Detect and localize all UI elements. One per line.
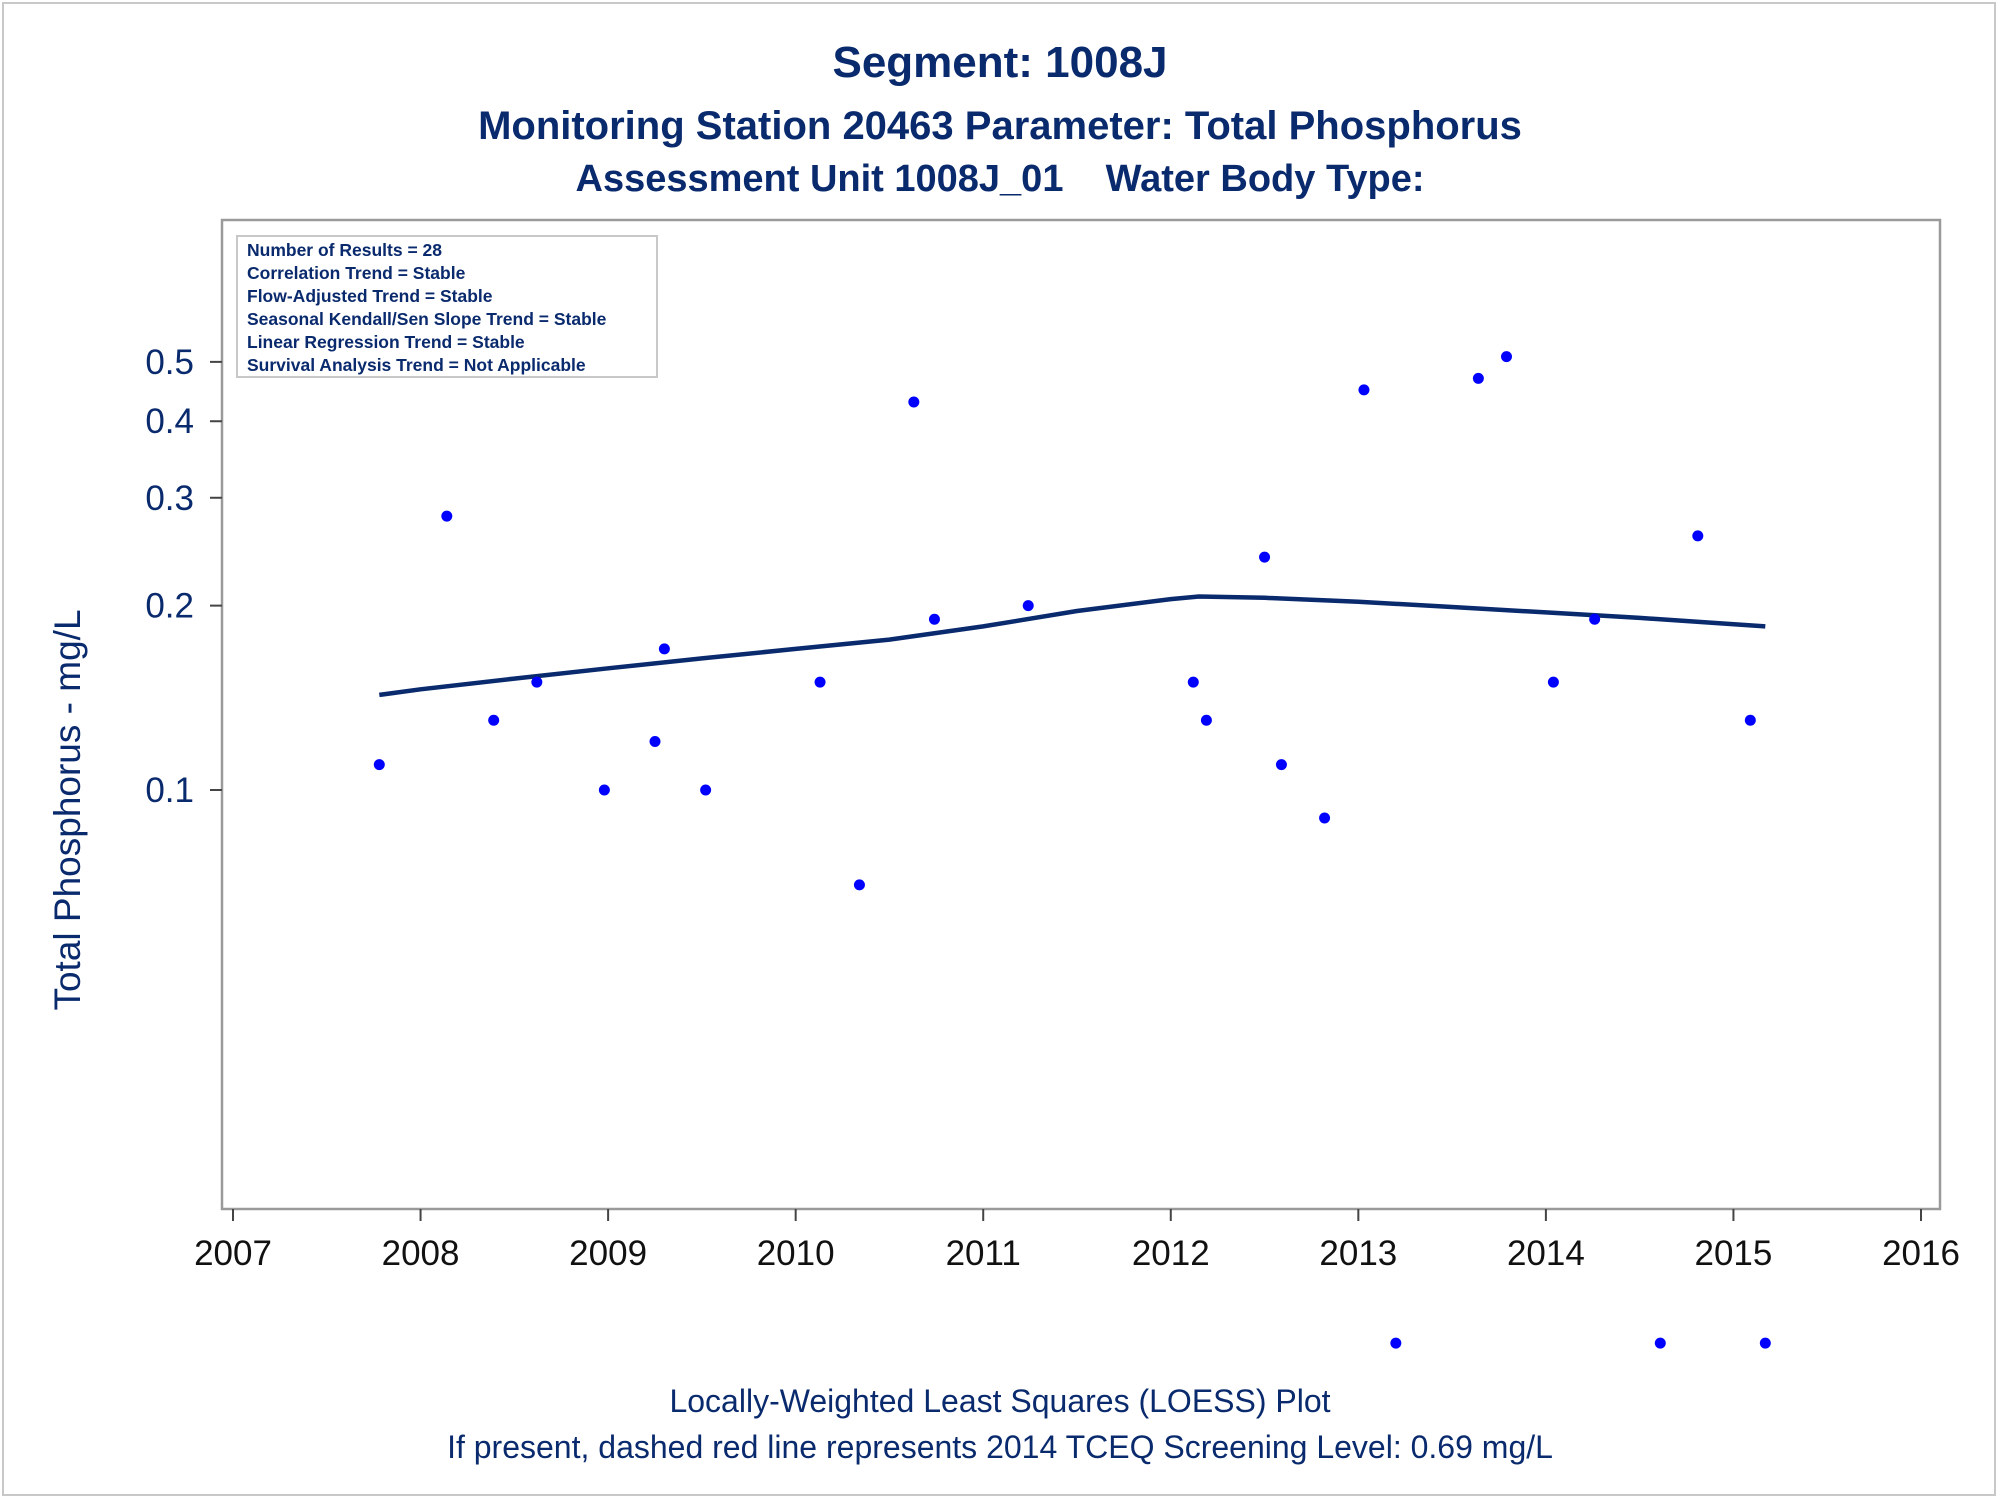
data-point xyxy=(1589,613,1601,625)
data-point xyxy=(1501,351,1513,363)
data-point xyxy=(1275,759,1287,771)
x-tick-label: 2014 xyxy=(1507,1234,1585,1273)
data-point xyxy=(1200,714,1212,726)
plot-area-frame xyxy=(220,218,1942,1211)
data-point xyxy=(1744,714,1756,726)
y-tick-label: 0.1 xyxy=(145,771,194,810)
data-point xyxy=(1187,676,1199,688)
legend-line: Flow-Adjusted Trend = Stable xyxy=(247,286,493,306)
footnote-1: Locally-Weighted Least Squares (LOESS) P… xyxy=(669,1383,1331,1419)
data-point xyxy=(1022,600,1034,612)
x-tick-label: 2013 xyxy=(1319,1234,1397,1273)
x-tick-label: 2015 xyxy=(1695,1234,1773,1273)
x-tick-label: 2016 xyxy=(1882,1234,1960,1273)
y-tick-label: 0.2 xyxy=(145,587,194,626)
legend-line: Number of Results = 28 xyxy=(247,240,442,260)
legend-line: Seasonal Kendall/Sen Slope Trend = Stabl… xyxy=(247,309,607,329)
legend-line: Survival Analysis Trend = Not Applicable xyxy=(247,355,586,375)
data-point xyxy=(488,714,500,726)
data-point xyxy=(908,396,920,408)
x-tick-label: 2008 xyxy=(382,1234,460,1273)
y-tick-label: 0.5 xyxy=(145,343,194,382)
data-point xyxy=(1759,1337,1771,1349)
data-point xyxy=(1692,530,1704,542)
x-tick-label: 2007 xyxy=(194,1234,272,1273)
y-tick-label: 0.3 xyxy=(145,479,194,518)
data-point xyxy=(649,736,661,748)
chart-subtitle-2: Assessment Unit 1008J_01 Water Body Type… xyxy=(575,158,1425,200)
data-point xyxy=(700,784,712,796)
data-point xyxy=(1259,551,1271,563)
loess-line xyxy=(378,594,1766,698)
footnote-2: If present, dashed red line represents 2… xyxy=(447,1429,1553,1465)
x-tick-label: 2011 xyxy=(946,1234,1021,1273)
loess-series xyxy=(378,594,1766,698)
data-point xyxy=(373,759,385,771)
axes: 2007 2008 2009 2010 2011 2012 2013 2014 2015 2016… xyxy=(145,218,1960,1273)
stats-legend-box: Number of Results = 28 Correlation Trend … xyxy=(236,235,658,378)
legend-line: Correlation Trend = Stable xyxy=(247,263,466,283)
legend-line: Linear Regression Trend = Stable xyxy=(247,332,525,352)
data-points xyxy=(373,351,1771,1349)
data-point xyxy=(441,510,453,522)
data-point xyxy=(1472,372,1484,384)
x-tick-label: 2009 xyxy=(569,1234,647,1273)
x-tick-label: 2010 xyxy=(757,1234,835,1273)
chart-subtitle: Monitoring Station 20463 Parameter: Tota… xyxy=(478,104,1522,148)
data-point xyxy=(1390,1337,1402,1349)
data-point xyxy=(531,676,543,688)
data-point xyxy=(853,879,865,891)
data-point xyxy=(928,613,940,625)
y-axis-label: Total Phosphorus - mg/L xyxy=(47,609,88,1010)
x-tick-label: 2012 xyxy=(1132,1234,1210,1273)
data-point xyxy=(1547,676,1559,688)
data-point xyxy=(1358,384,1370,396)
chart-title: Segment: 1008J xyxy=(832,38,1168,87)
y-tick-label: 0.4 xyxy=(145,402,194,441)
legend-frame xyxy=(236,235,658,378)
data-point xyxy=(814,676,826,688)
data-point xyxy=(1319,812,1331,824)
data-point xyxy=(1654,1337,1666,1349)
data-point xyxy=(658,643,670,655)
data-point xyxy=(598,784,610,796)
